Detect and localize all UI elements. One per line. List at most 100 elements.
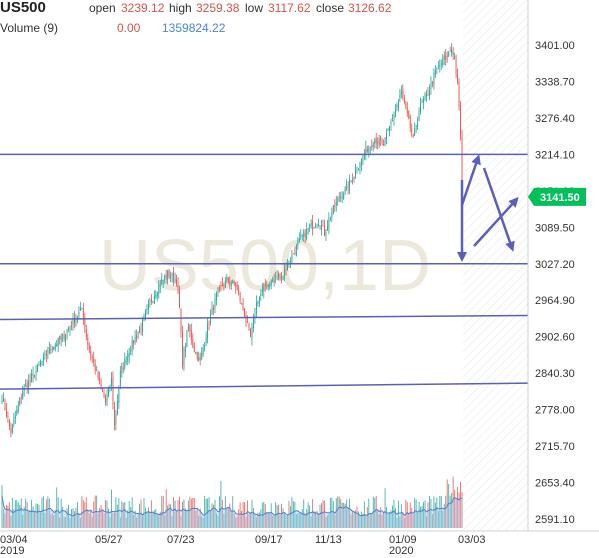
volume-bar: [85, 497, 87, 528]
candle: [29, 373, 31, 387]
candle-body: [54, 344, 56, 350]
volume-bar: [177, 500, 179, 528]
candle: [273, 273, 275, 287]
volume-bar: [180, 515, 182, 528]
volume-bar: [255, 517, 257, 528]
volume-bar: [322, 500, 324, 528]
volume-bar: [111, 489, 112, 528]
volume-bar: [105, 500, 106, 528]
candle-body: [115, 414, 117, 424]
volume-bar: [250, 513, 251, 528]
candle: [233, 280, 235, 287]
candle-body: [62, 333, 64, 335]
candle-body: [341, 197, 343, 199]
x-tick-label: 03/03: [458, 534, 486, 546]
candle: [384, 137, 386, 147]
candle-body: [248, 323, 250, 329]
candle: [307, 227, 309, 235]
volume-bar: [362, 513, 364, 528]
y-tick-label: 2715.70: [535, 441, 575, 453]
candle-body: [88, 345, 90, 350]
candle: [168, 268, 170, 280]
candle-body: [236, 284, 238, 290]
candle-body: [318, 224, 319, 226]
volume-bar: [352, 511, 353, 528]
level-line[interactable]: [0, 314, 529, 321]
volume-bar: [152, 511, 154, 528]
candle: [25, 379, 27, 387]
candle-body: [405, 104, 407, 107]
volume-bar: [20, 498, 22, 528]
candle: [399, 88, 401, 103]
volume-bar: [139, 503, 141, 528]
candle: [421, 98, 423, 104]
volume-bar: [344, 503, 346, 528]
candle: [35, 364, 37, 382]
candle-body: [255, 301, 257, 314]
volume-bar: [298, 513, 300, 528]
forecast-arrow[interactable]: [473, 197, 519, 247]
volume-bar: [226, 508, 228, 528]
forecast-arrow[interactable]: [482, 167, 515, 252]
candle-body: [130, 350, 132, 352]
low-label: low: [245, 1, 263, 15]
candle: [3, 392, 4, 402]
candle-body: [417, 120, 419, 127]
candle-body: [337, 198, 339, 202]
candle: [235, 282, 237, 294]
candle-body: [217, 287, 219, 294]
candle-body: [309, 225, 311, 228]
candle-body: [312, 220, 314, 229]
high-value: 3259.38: [196, 1, 240, 15]
candle-body: [389, 126, 390, 130]
candle-body: [38, 364, 40, 366]
volume-bar: [260, 509, 262, 528]
candle-body: [202, 347, 204, 355]
candle-body: [377, 142, 379, 144]
volume-bar: [393, 499, 395, 528]
candle: [306, 222, 308, 241]
candle: [44, 350, 46, 360]
candle: [282, 275, 284, 281]
candle: [355, 163, 356, 179]
candle: [313, 226, 315, 229]
volume-bar: [8, 502, 10, 528]
candle-body: [292, 253, 294, 255]
candle-body: [321, 226, 322, 231]
candle-body: [56, 344, 58, 347]
plot-area[interactable]: [0, 0, 528, 530]
candle-body: [20, 397, 22, 399]
candle: [353, 176, 355, 183]
level-line[interactable]: [0, 382, 529, 390]
candle-body: [356, 171, 358, 172]
candle: [207, 317, 209, 344]
candle-body: [359, 164, 361, 168]
candle: [335, 195, 337, 212]
candle: [405, 100, 407, 110]
candle-body: [414, 128, 416, 136]
volume-bar: [258, 512, 260, 528]
volume-bar: [149, 511, 151, 528]
candle-body: [28, 380, 30, 389]
candle: [91, 354, 93, 363]
volume-bar: [115, 497, 117, 528]
volume-bar: [81, 496, 83, 528]
candle-body: [14, 416, 16, 420]
volume-bar: [7, 505, 9, 528]
candle: [310, 219, 312, 229]
candle-body: [258, 297, 260, 305]
candle-body: [198, 356, 200, 361]
candle: [437, 61, 439, 70]
volume-bar: [235, 517, 237, 528]
volume-bar: [198, 515, 200, 528]
candle-body: [152, 301, 154, 303]
candle: [147, 299, 149, 315]
volume-bar: [310, 516, 312, 528]
forecast-arrow[interactable]: [460, 154, 481, 206]
volume-bar: [238, 509, 240, 528]
candle: [164, 274, 166, 284]
candle-body: [173, 271, 175, 281]
candle: [20, 393, 22, 404]
y-tick-label: 3027.20: [535, 259, 575, 271]
